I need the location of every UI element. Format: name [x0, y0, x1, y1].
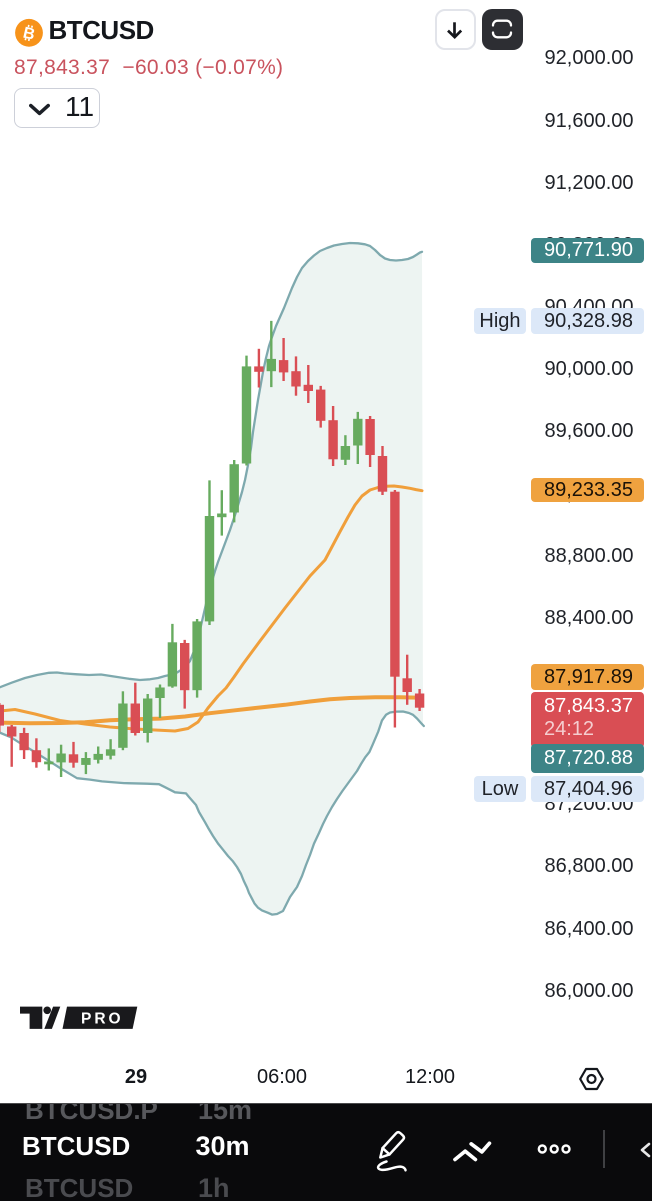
svg-text:PRO: PRO [81, 1011, 124, 1028]
